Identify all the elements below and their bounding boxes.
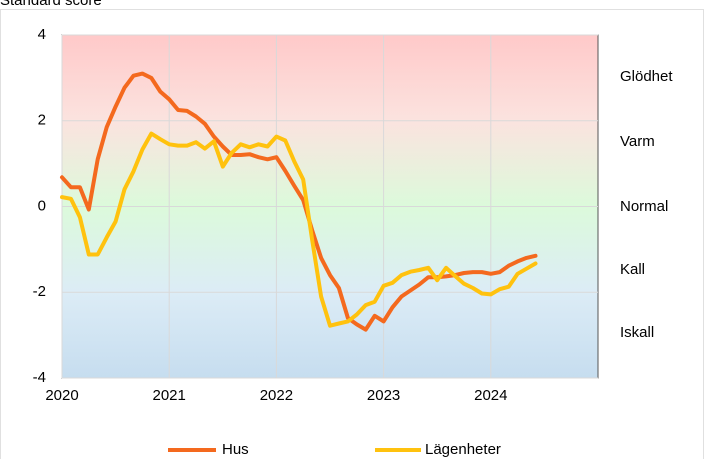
x-tick-label: 2024 xyxy=(474,387,507,404)
chart-title: Standard score xyxy=(0,0,102,9)
y-tick-label: 4 xyxy=(38,26,46,43)
x-tick-label: 2022 xyxy=(260,387,293,404)
zone-label: Varm xyxy=(620,133,655,150)
x-tick-label: 2021 xyxy=(153,387,186,404)
legend-label: Hus xyxy=(222,441,249,458)
zone-label: Glödhet xyxy=(620,68,673,85)
x-tick-label: 2023 xyxy=(367,387,400,404)
y-tick-label: 0 xyxy=(38,197,46,214)
zone-label: Iskall xyxy=(620,324,654,341)
legend-label: Lägenheter xyxy=(425,441,501,458)
y-tick-label: 2 xyxy=(38,112,46,129)
y-tick-label: -2 xyxy=(33,283,46,300)
series-line xyxy=(60,131,538,328)
y-tick-label: -4 xyxy=(33,369,46,386)
x-tick-label: 2020 xyxy=(45,387,78,404)
zone-label: Normal xyxy=(620,198,668,215)
zone-label: Kall xyxy=(620,261,645,278)
